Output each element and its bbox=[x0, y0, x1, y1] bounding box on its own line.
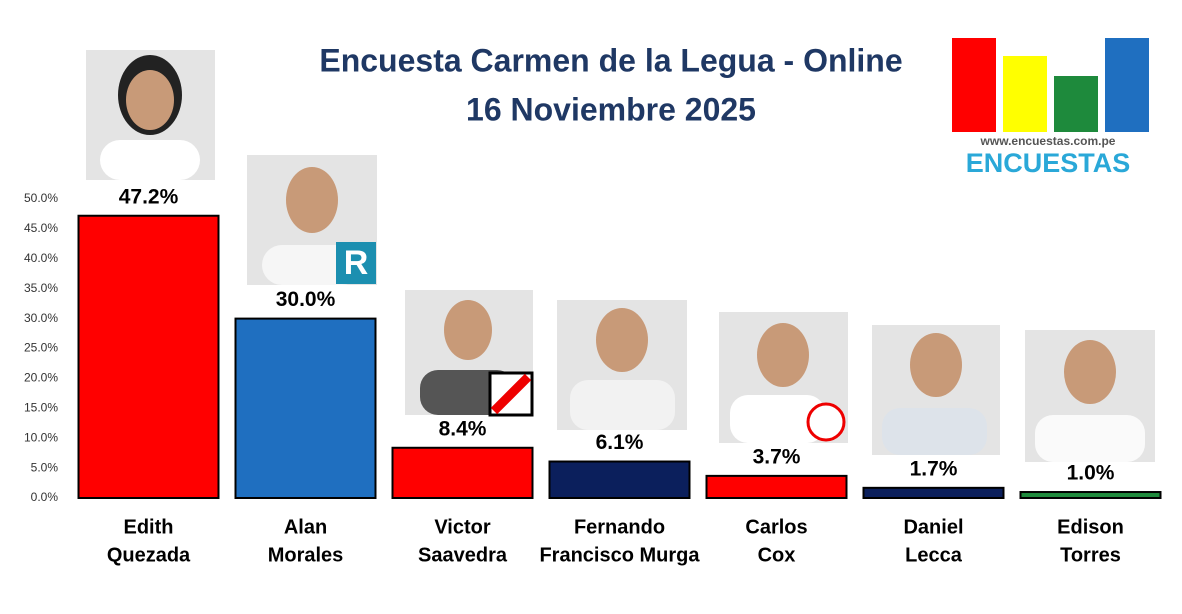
x-tick-label: Morales bbox=[268, 544, 344, 566]
x-tick-label: Quezada bbox=[107, 544, 191, 566]
x-tick-label: Edith bbox=[124, 516, 174, 538]
bar bbox=[391, 446, 534, 500]
x-tick-label: Fernando bbox=[574, 516, 665, 538]
chart-subtitle: 16 Noviembre 2025 bbox=[466, 91, 756, 127]
y-tick-label: 30.0% bbox=[24, 311, 58, 325]
x-tick-label: Francisco Murga bbox=[539, 544, 700, 566]
svg-text:R: R bbox=[344, 244, 369, 282]
y-tick-label: 15.0% bbox=[24, 400, 58, 414]
bar bbox=[234, 317, 377, 499]
x-tick-label: Victor bbox=[434, 516, 491, 538]
x-tick-label: Daniel bbox=[903, 516, 963, 538]
y-tick-label: 50.0% bbox=[24, 191, 58, 205]
y-tick-label: 10.0% bbox=[24, 430, 58, 444]
x-tick-label: Lecca bbox=[905, 544, 963, 566]
logo-bar bbox=[1105, 38, 1149, 132]
value-label: 8.4% bbox=[439, 417, 487, 440]
value-label: 3.7% bbox=[753, 445, 801, 468]
photo bbox=[1025, 330, 1155, 462]
bar bbox=[705, 474, 848, 499]
bar bbox=[548, 460, 691, 500]
y-tick-label: 40.0% bbox=[24, 251, 58, 265]
value-label: 1.7% bbox=[910, 457, 958, 480]
y-tick-label: 35.0% bbox=[24, 281, 58, 295]
photo bbox=[86, 50, 215, 180]
x-tick-label: Torres bbox=[1060, 544, 1121, 566]
y-tick-label: 5.0% bbox=[31, 460, 59, 474]
logo: www.encuestas.com.pe ENCUESTAS bbox=[952, 38, 1149, 178]
bar bbox=[1019, 491, 1162, 499]
chart-title: Encuesta Carmen de la Legua - Online bbox=[319, 42, 902, 78]
x-tick-label: Saavedra bbox=[418, 544, 508, 566]
x-tick-label: Alan bbox=[284, 516, 327, 538]
value-label: 6.1% bbox=[596, 431, 644, 454]
x-tick-label: Edison bbox=[1057, 516, 1124, 538]
photo bbox=[719, 312, 848, 443]
bar bbox=[862, 486, 1005, 500]
photo bbox=[405, 290, 534, 417]
value-label: 47.2% bbox=[119, 185, 179, 208]
photo bbox=[872, 325, 1000, 455]
value-label: 30.0% bbox=[276, 288, 336, 311]
photo bbox=[557, 300, 687, 430]
x-tick-label: Carlos bbox=[745, 516, 807, 538]
logo-bar bbox=[1054, 76, 1098, 132]
bar bbox=[77, 214, 220, 500]
y-tick-label: 0.0% bbox=[31, 490, 59, 504]
y-tick-label: 25.0% bbox=[24, 341, 58, 355]
logo-bar bbox=[952, 38, 996, 132]
x-tick-label: Cox bbox=[758, 544, 796, 566]
logo-bar bbox=[1003, 56, 1047, 132]
photo: R bbox=[247, 155, 377, 285]
logo-name: ENCUESTAS bbox=[966, 148, 1131, 178]
photos: R bbox=[86, 50, 1155, 462]
logo-url: www.encuestas.com.pe bbox=[980, 134, 1116, 148]
y-tick-label: 20.0% bbox=[24, 371, 58, 385]
y-tick-label: 45.0% bbox=[24, 221, 58, 235]
value-label: 1.0% bbox=[1067, 462, 1115, 485]
